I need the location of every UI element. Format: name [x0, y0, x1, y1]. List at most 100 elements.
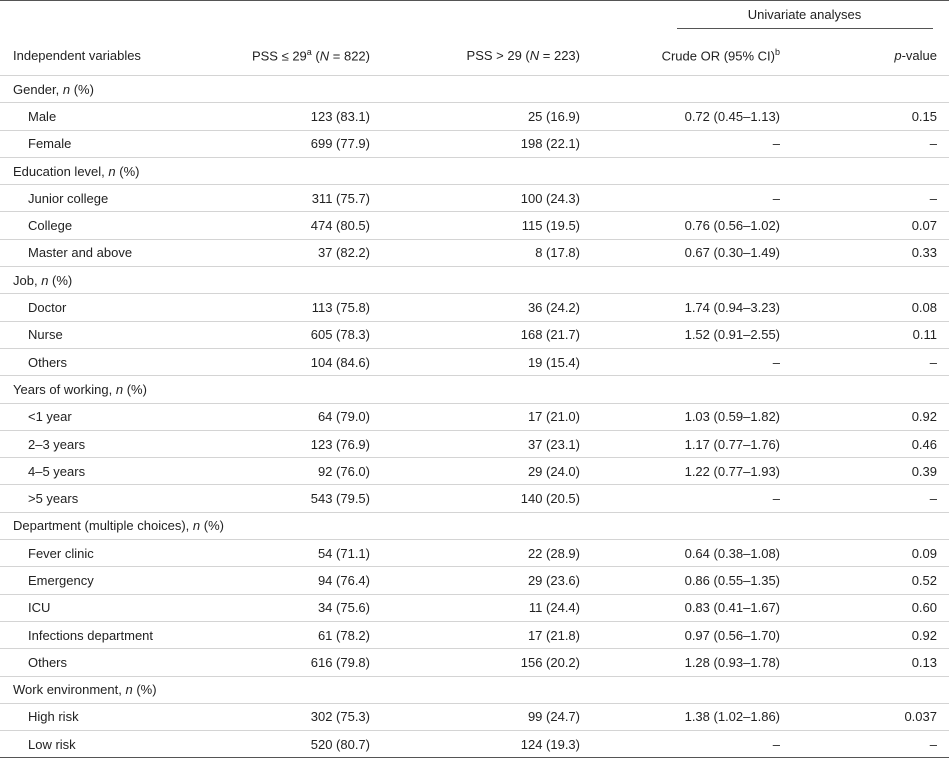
section-title-text: Gender,	[13, 81, 63, 97]
section-title-text: n	[115, 381, 124, 397]
data-row: Others 104 (84.6) 19 (15.4) – –	[0, 347, 949, 376]
row-label: 4–5 years	[0, 457, 200, 485]
section-title-text: (%)	[115, 163, 140, 179]
section-row: Department (multiple choices), n (%)	[0, 511, 949, 540]
row-label: Male	[0, 102, 200, 131]
section-row: Years of working, n (%)	[0, 375, 949, 404]
section-title: Work environment, n (%)	[0, 675, 949, 704]
cell: 123 (83.1)	[200, 102, 380, 131]
section-title-text: Education level,	[13, 163, 109, 179]
section-title-text: (%)	[123, 381, 147, 397]
row-label: Nurse	[0, 320, 200, 349]
section-title-text: n	[192, 518, 201, 534]
row-label: ICU	[0, 593, 200, 622]
header-text: = 822)	[329, 48, 370, 64]
cell: 29 (23.6)	[380, 566, 590, 595]
column-header: Crude OR (95% CI)b	[590, 35, 790, 76]
cell: 156 (20.2)	[380, 648, 590, 677]
cell: 1.52 (0.91–2.55)	[590, 320, 790, 349]
section-title-text: n	[125, 682, 133, 698]
group-header: Univariate analyses	[676, 7, 933, 29]
cell: –	[590, 347, 790, 376]
cell: 0.33	[790, 238, 949, 267]
section-title-text: n	[62, 81, 71, 97]
section-row: Education level, n (%)	[0, 156, 949, 185]
cell: 0.15	[790, 102, 949, 131]
cell: 0.92	[790, 402, 949, 431]
cell: 543 (79.5)	[200, 484, 380, 513]
cell: 0.52	[790, 566, 949, 595]
cell: 311 (75.7)	[200, 184, 380, 212]
section-row: Work environment, n (%)	[0, 675, 949, 704]
data-row: College 474 (80.5) 115 (19.5) 0.76 (0.56–1.…	[0, 211, 949, 240]
row-label: Junior college	[0, 184, 200, 212]
section-title-text: Department (multiple choices),	[13, 518, 193, 534]
section-row: Job, n (%)	[0, 266, 949, 294]
cell: 1.28 (0.93–1.78)	[590, 648, 790, 677]
row-label: Emergency	[0, 566, 200, 595]
cell: –	[590, 129, 790, 158]
cell: 25 (16.9)	[380, 102, 590, 131]
cell: 22 (28.9)	[380, 539, 590, 567]
row-label: Low risk	[0, 730, 200, 758]
header-text: PSS ≤ 29	[251, 48, 307, 64]
cell: 0.76 (0.56–1.02)	[590, 211, 790, 240]
row-label: Master and above	[0, 238, 200, 267]
cell: 124 (19.3)	[380, 730, 590, 758]
cell: 302 (75.3)	[200, 702, 380, 731]
cell: –	[790, 347, 949, 376]
header-text: PSS > 29 (	[466, 47, 530, 63]
data-row: ICU 34 (75.6) 11 (24.4) 0.83 (0.41–1.67) 0.6…	[0, 593, 949, 622]
cell: 99 (24.7)	[380, 702, 590, 731]
cell: 0.39	[790, 457, 949, 485]
data-row: High risk 302 (75.3) 99 (24.7) 1.38 (1.02–1…	[0, 702, 949, 731]
section-title: Education level, n (%)	[0, 156, 949, 185]
cell: 1.17 (0.77–1.76)	[590, 429, 790, 458]
row-label: Fever clinic	[0, 539, 200, 567]
cell: 92 (76.0)	[200, 457, 380, 485]
cell: –	[790, 730, 949, 758]
header-text: p	[894, 47, 902, 63]
cell: 1.03 (0.59–1.82)	[590, 402, 790, 431]
header-text: -value	[901, 47, 937, 63]
section-title: Job, n (%)	[0, 266, 949, 294]
row-label: Others	[0, 648, 200, 677]
cell: 100 (24.3)	[380, 184, 590, 212]
data-row: Male 123 (83.1) 25 (16.9) 0.72 (0.45–1.13) 0…	[0, 102, 949, 131]
column-header: PSS > 29 (N = 223)	[380, 35, 590, 76]
cell: 1.22 (0.77–1.93)	[590, 457, 790, 485]
cell: 0.86 (0.55–1.35)	[590, 566, 790, 595]
header-text: = 223)	[539, 47, 580, 63]
row-label: Female	[0, 129, 200, 158]
cell: 0.08	[790, 293, 949, 322]
row-label: Doctor	[0, 293, 200, 322]
footnote-mark: a	[306, 46, 312, 57]
cell: 113 (75.8)	[200, 293, 380, 322]
row-label: <1 year	[0, 402, 200, 431]
data-row: Fever clinic 54 (71.1) 22 (28.9) 0.64 (0.38…	[0, 539, 949, 567]
cell: 8 (17.8)	[380, 238, 590, 267]
cell: 168 (21.7)	[380, 320, 590, 349]
section-title-text: n	[41, 272, 49, 288]
cell: –	[590, 184, 790, 212]
cell: 699 (77.9)	[200, 129, 380, 158]
data-row: Nurse 605 (78.3) 168 (21.7) 1.52 (0.91–2.55…	[0, 320, 949, 349]
data-row: Master and above 37 (82.2) 8 (17.8) 0.67 (0…	[0, 238, 949, 267]
cell: 0.60	[790, 593, 949, 622]
cell: –	[590, 730, 790, 758]
header-text: (	[311, 48, 320, 64]
cell: 17 (21.0)	[380, 402, 590, 431]
section-row: Gender, n (%)	[0, 74, 949, 103]
cell: 36 (24.2)	[380, 293, 590, 322]
row-label: High risk	[0, 702, 200, 731]
cell: 0.83 (0.41–1.67)	[590, 593, 790, 622]
cell: 0.13	[790, 648, 949, 677]
header-text: Crude OR (95% CI)	[661, 48, 775, 64]
cell: 61 (78.2)	[200, 620, 380, 649]
data-row: >5 years 543 (79.5) 140 (20.5) – –	[0, 484, 949, 513]
cell: 34 (75.6)	[200, 593, 380, 622]
cell: 104 (84.6)	[200, 347, 380, 376]
cell: 0.07	[790, 211, 949, 240]
